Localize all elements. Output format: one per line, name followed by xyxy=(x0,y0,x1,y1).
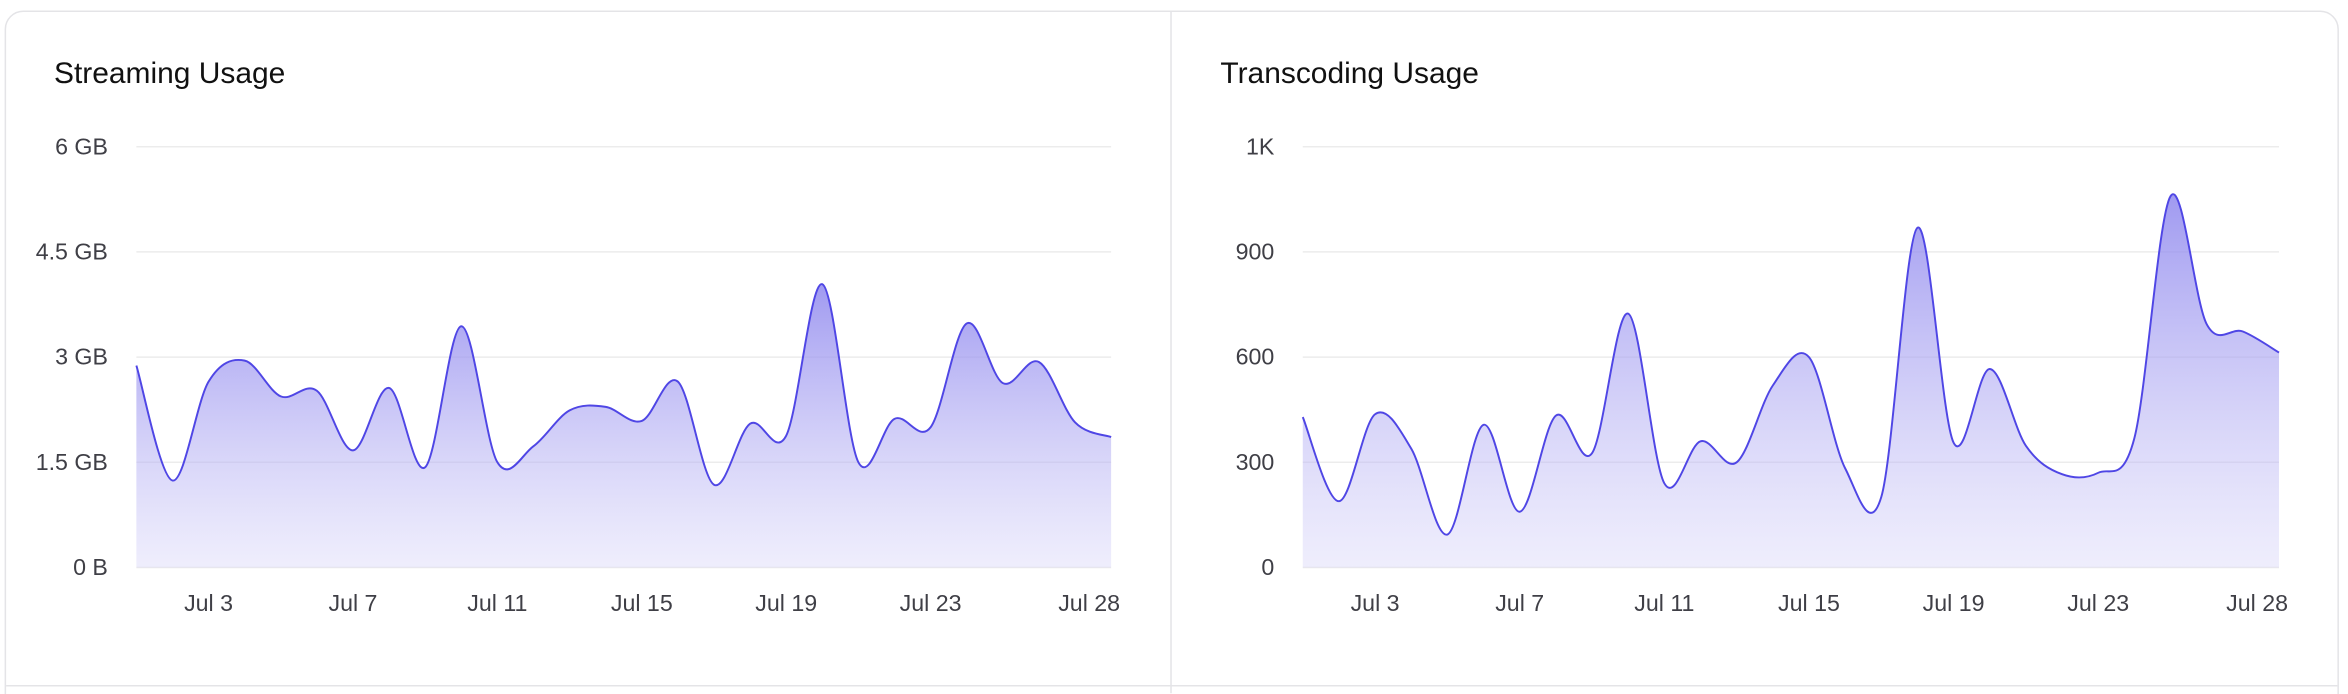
area-line xyxy=(1301,193,2280,536)
x-tick-label: Jul 19 xyxy=(755,590,817,616)
y-tick-label: 0 xyxy=(1261,554,1274,580)
x-tick-label: Jul 15 xyxy=(611,590,673,616)
y-tick-label: 0 B xyxy=(73,554,108,580)
y-tick-label: 600 xyxy=(1236,344,1275,370)
x-tick-label: Jul 11 xyxy=(467,590,527,616)
x-tick-label: Jul 3 xyxy=(184,590,233,616)
x-tick-label: Jul 19 xyxy=(1923,590,1985,616)
y-tick-label: 4.5 GB xyxy=(36,239,108,265)
x-tick-label: Jul 11 xyxy=(1634,590,1694,616)
chart-title: Transcoding Usage xyxy=(1220,57,1479,90)
y-tick-label: 1K xyxy=(1246,133,1275,159)
x-tick-label: Jul 3 xyxy=(1351,590,1400,616)
x-tick-label: Jul 7 xyxy=(1495,590,1544,616)
y-tick-label: 1.5 GB xyxy=(36,449,108,475)
chart-title: Streaming Usage xyxy=(54,57,285,90)
y-tick-label: 900 xyxy=(1236,239,1275,265)
x-tick-label: Jul 28 xyxy=(1058,590,1120,616)
x-tick-label: Jul 7 xyxy=(328,590,377,616)
area-fill xyxy=(136,284,1112,568)
x-tick-label: Jul 23 xyxy=(900,590,962,616)
y-tick-label: 3 GB xyxy=(55,344,108,370)
area-line xyxy=(135,283,1112,486)
x-tick-label: Jul 28 xyxy=(2226,590,2288,616)
x-tick-label: Jul 23 xyxy=(2067,590,2129,616)
area-fill xyxy=(1302,194,2280,568)
x-tick-label: Jul 15 xyxy=(1778,590,1840,616)
y-tick-label: 300 xyxy=(1236,449,1275,475)
y-tick-label: 6 GB xyxy=(55,133,108,159)
